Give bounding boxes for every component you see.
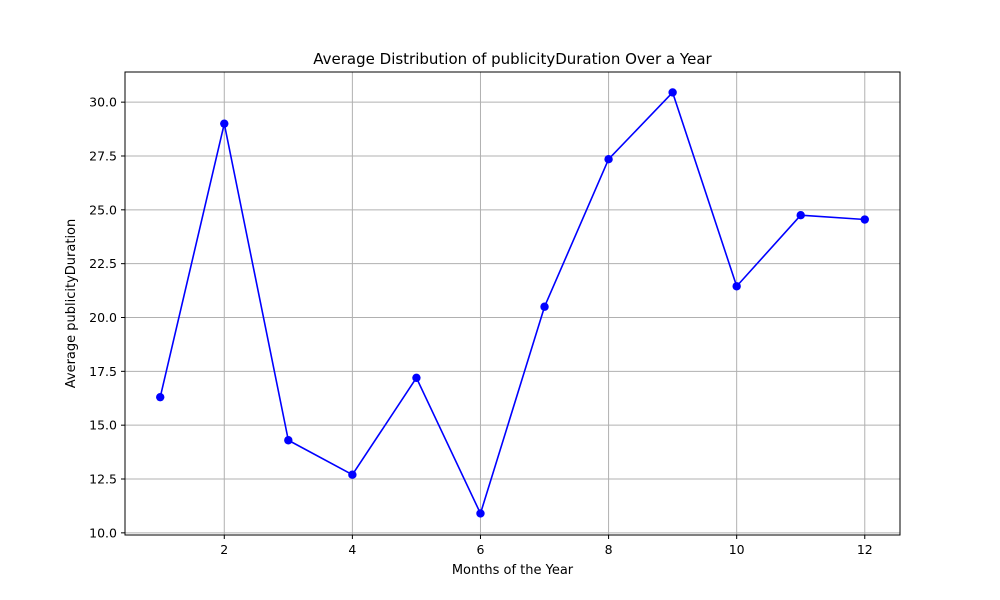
data-point-marker (348, 470, 357, 479)
series-line (159, 91, 865, 515)
data-series (156, 88, 869, 518)
axis-ticks: 2 4 6 8 10 12 10.0 12.5 15.0 17.5 20.0 22.5 25.0 27.5… (89, 95, 873, 557)
data-point-marker (540, 302, 549, 311)
x-tick-label: 10 (729, 542, 745, 557)
x-axis-label: Months of the Year (452, 563, 574, 578)
x-tick-label: 12 (857, 542, 873, 557)
y-tick-label: 27.5 (89, 148, 117, 163)
data-point-marker (220, 119, 229, 128)
x-tick-label: 2 (220, 542, 228, 557)
y-tick-label: 20.0 (89, 310, 117, 325)
chart-title: Average Distribution of publicityDuratio… (313, 50, 712, 68)
y-tick-label: 12.5 (89, 472, 117, 487)
data-point-marker (284, 436, 293, 445)
plot-area-frame (124, 71, 901, 536)
y-tick-label: 10.0 (89, 525, 117, 540)
y-axis-label: Average publicityDuration (64, 219, 79, 389)
y-tick-label: 22.5 (89, 256, 117, 271)
data-point-marker (668, 88, 677, 97)
y-tick-label: 25.0 (89, 202, 117, 217)
y-tick-label: 15.0 (89, 418, 117, 433)
data-point-marker (156, 392, 165, 402)
x-tick-label: 8 (605, 542, 613, 557)
data-point-marker (860, 215, 869, 224)
x-tick-label: 6 (476, 542, 484, 557)
data-point-marker (412, 373, 421, 382)
y-tick-label: 17.5 (89, 364, 117, 379)
grid-lines (125, 72, 900, 535)
x-tick-label: 4 (348, 542, 356, 557)
data-point-marker (604, 155, 613, 164)
y-tick-label: 30.0 (89, 95, 117, 110)
data-point-marker (732, 282, 741, 291)
data-point-marker (796, 211, 805, 220)
data-point-marker (476, 509, 485, 518)
